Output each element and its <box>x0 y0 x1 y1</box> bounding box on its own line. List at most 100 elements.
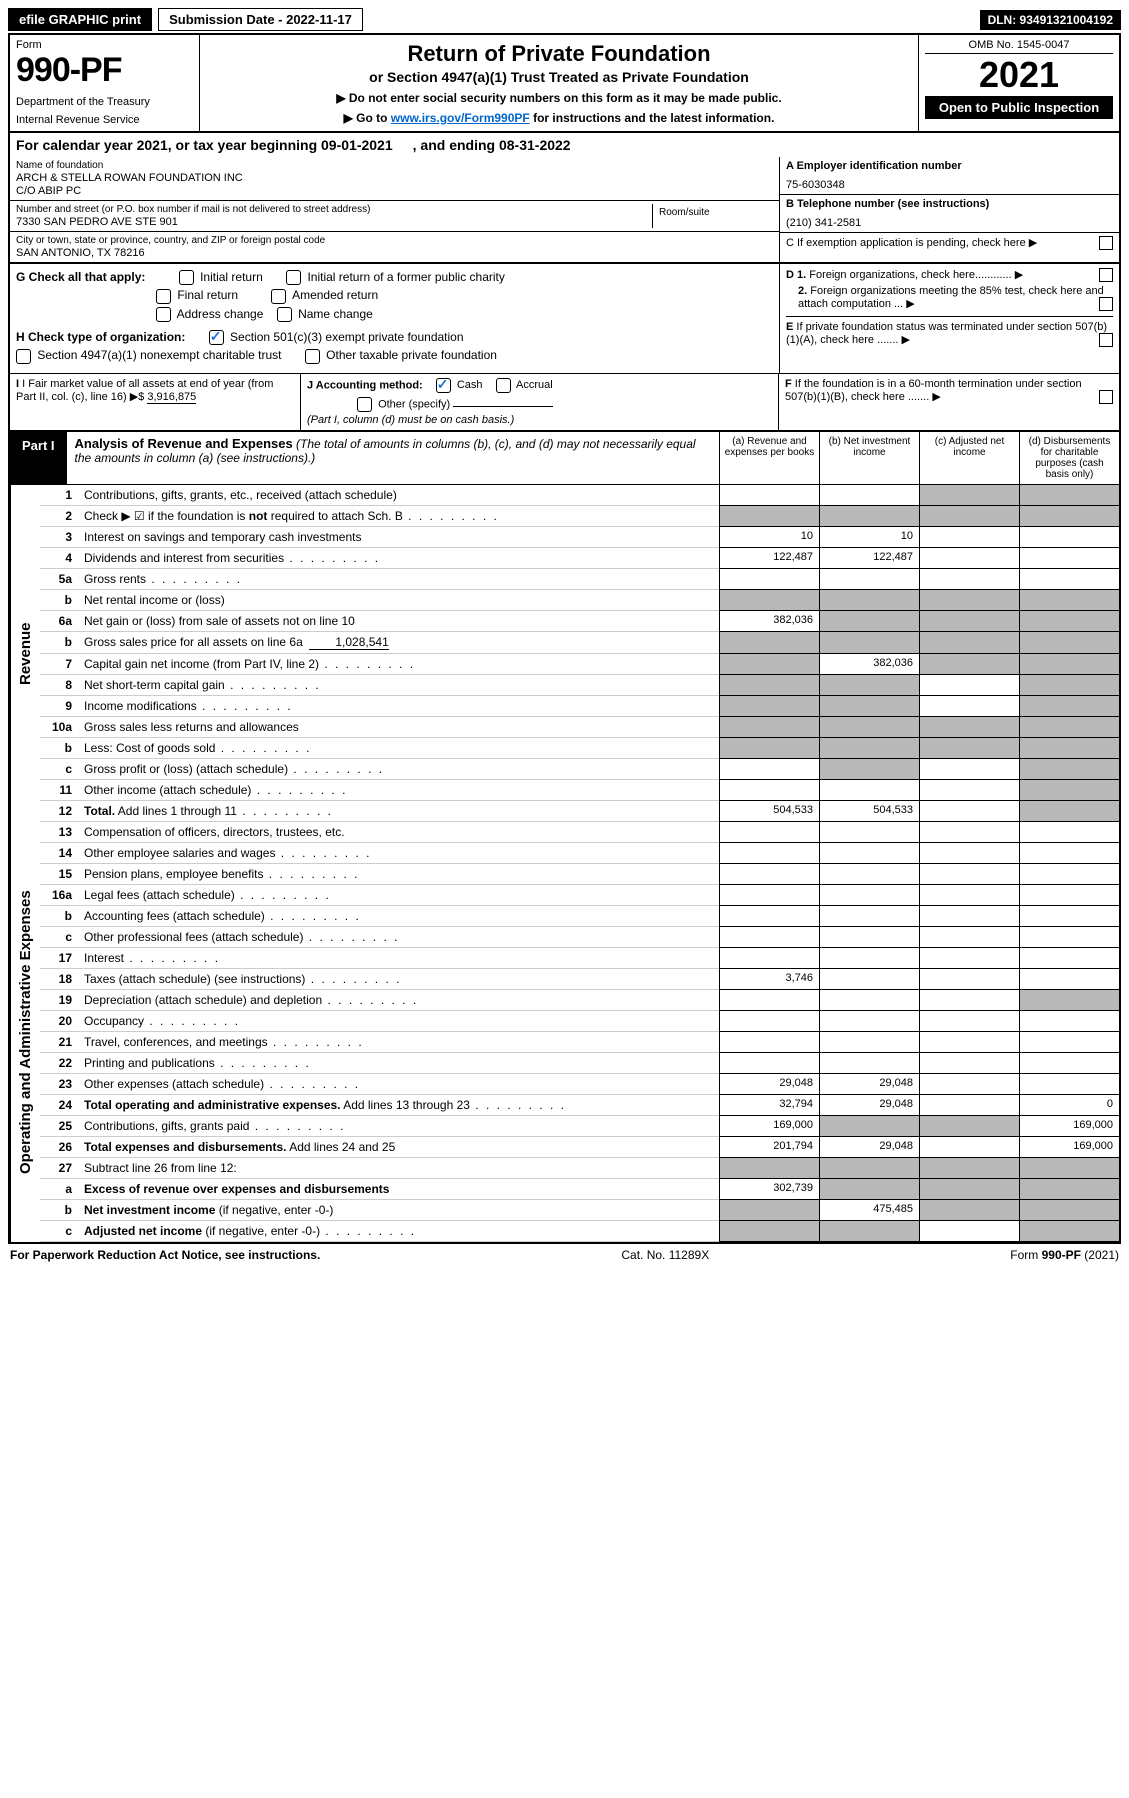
erow-num-23: 23 <box>40 1074 78 1095</box>
h-501c3-chk[interactable] <box>209 330 224 345</box>
erow-b-d <box>1019 906 1119 927</box>
efile-print-btn[interactable]: efile GRAPHIC print <box>8 8 152 31</box>
part1-table: Revenue1Contributions, gifts, grants, et… <box>8 485 1121 1244</box>
g-final-return-chk[interactable] <box>156 289 171 304</box>
erow-18-c <box>919 969 1019 990</box>
part1-desc: Analysis of Revenue and Expenses (The to… <box>67 432 719 484</box>
g-opt-2: Final return <box>177 288 238 302</box>
expenses-side-label: Operating and Administrative Expenses <box>10 822 40 1242</box>
row-num-9: 9 <box>40 696 78 717</box>
erow-num-26: 26 <box>40 1137 78 1158</box>
e-checkbox[interactable] <box>1099 333 1113 347</box>
erow-18-b <box>819 969 919 990</box>
g-opt-4: Address change <box>177 307 264 321</box>
erow-25-a: 169,000 <box>719 1116 819 1137</box>
part1-label: Part I <box>10 432 67 484</box>
form-header: Form 990-PF Department of the Treasury I… <box>8 33 1121 133</box>
row-c-a <box>719 759 819 780</box>
h-4947-chk[interactable] <box>16 349 31 364</box>
row-b-c <box>919 738 1019 759</box>
h-label: H Check type of organization: <box>16 330 185 344</box>
erow-16a-c <box>919 885 1019 906</box>
erow-a-a: 302,739 <box>719 1179 819 1200</box>
fmv-value: 3,916,875 <box>147 391 196 404</box>
g-initial-former-chk[interactable] <box>286 270 301 285</box>
row-12-c <box>919 801 1019 822</box>
row-2-d <box>1019 506 1119 527</box>
f-checkbox[interactable] <box>1099 390 1113 404</box>
g-initial-return-chk[interactable] <box>179 270 194 285</box>
erow-21-c <box>919 1032 1019 1053</box>
col-d-header: (d) Disbursements for charitable purpose… <box>1019 432 1119 484</box>
irs-link[interactable]: www.irs.gov/Form990PF <box>391 111 530 125</box>
erow-desc-24: Total operating and administrative expen… <box>78 1095 719 1116</box>
tax-year: 2021 <box>925 54 1113 96</box>
foundation-care-of: C/O ABIP PC <box>16 185 773 197</box>
erow-num-15: 15 <box>40 864 78 885</box>
row-c-b <box>819 759 919 780</box>
erow-a-d <box>1019 1179 1119 1200</box>
g-section: G Check all that apply: Initial return I… <box>10 264 779 373</box>
row-8-c <box>919 675 1019 696</box>
g-amended-chk[interactable] <box>271 289 286 304</box>
i-label: I Fair market value of all assets at end… <box>16 378 273 403</box>
d1-checkbox[interactable] <box>1099 268 1113 282</box>
submission-date: Submission Date - 2022-11-17 <box>158 8 363 31</box>
erow-c-c <box>919 1221 1019 1242</box>
row-desc-10a: Gross sales less returns and allowances <box>78 717 719 738</box>
erow-c-b <box>819 1221 919 1242</box>
i-section: I I Fair market value of all assets at e… <box>10 374 300 430</box>
erow-b-c <box>919 906 1019 927</box>
j-cash-chk[interactable] <box>436 378 451 393</box>
revenue-side-label: Revenue <box>10 485 40 822</box>
erow-23-c <box>919 1074 1019 1095</box>
j-section: J Accounting method: Cash Accrual Other … <box>300 374 779 430</box>
row-num-b: b <box>40 632 78 654</box>
erow-25-c <box>919 1116 1019 1137</box>
erow-b-b: 475,485 <box>819 1200 919 1221</box>
erow-desc-25: Contributions, gifts, grants paid <box>78 1116 719 1137</box>
row-6a-c <box>919 611 1019 632</box>
erow-21-d <box>1019 1032 1119 1053</box>
erow-23-b: 29,048 <box>819 1074 919 1095</box>
g-opt-0: Initial return <box>200 270 263 284</box>
g-address-change-chk[interactable] <box>156 307 171 322</box>
row-5a-a <box>719 569 819 590</box>
erow-c-d <box>1019 927 1119 948</box>
row-4-a: 122,487 <box>719 548 819 569</box>
g-opt-3: Amended return <box>292 288 378 302</box>
j-other-chk[interactable] <box>357 397 372 412</box>
row-b-c <box>919 590 1019 611</box>
row-num-5a: 5a <box>40 569 78 590</box>
i-prefix: ▶$ <box>130 391 145 403</box>
erow-19-c <box>919 990 1019 1011</box>
f-section: F If the foundation is in a 60-month ter… <box>779 374 1119 430</box>
row-9-b <box>819 696 919 717</box>
row-desc-b: Gross sales price for all assets on line… <box>78 632 719 654</box>
c-checkbox[interactable] <box>1099 236 1113 250</box>
erow-27-a <box>719 1158 819 1179</box>
erow-desc-15: Pension plans, employee benefits <box>78 864 719 885</box>
erow-23-d <box>1019 1074 1119 1095</box>
erow-13-c <box>919 822 1019 843</box>
row-3-c <box>919 527 1019 548</box>
g-name-change-chk[interactable] <box>277 307 292 322</box>
row-b-d <box>1019 632 1119 654</box>
row-num-12: 12 <box>40 801 78 822</box>
erow-c-b <box>819 927 919 948</box>
j-accrual-chk[interactable] <box>496 378 511 393</box>
city-label: City or town, state or province, country… <box>16 235 773 246</box>
page-footer: For Paperwork Reduction Act Notice, see … <box>8 1244 1121 1266</box>
d2-checkbox[interactable] <box>1099 297 1113 311</box>
erow-desc-22: Printing and publications <box>78 1053 719 1074</box>
row-9-c <box>919 696 1019 717</box>
col-a-header: (a) Revenue and expenses per books <box>719 432 819 484</box>
row-11-b <box>819 780 919 801</box>
phone-value: (210) 341-2581 <box>786 211 1113 229</box>
row-desc-2: Check ▶ ☑ if the foundation is not requi… <box>78 506 719 527</box>
erow-24-d: 0 <box>1019 1095 1119 1116</box>
header-left: Form 990-PF Department of the Treasury I… <box>10 35 200 131</box>
erow-num-16a: 16a <box>40 885 78 906</box>
info-left: Name of foundation ARCH & STELLA ROWAN F… <box>10 157 779 262</box>
h-other-taxable-chk[interactable] <box>305 349 320 364</box>
